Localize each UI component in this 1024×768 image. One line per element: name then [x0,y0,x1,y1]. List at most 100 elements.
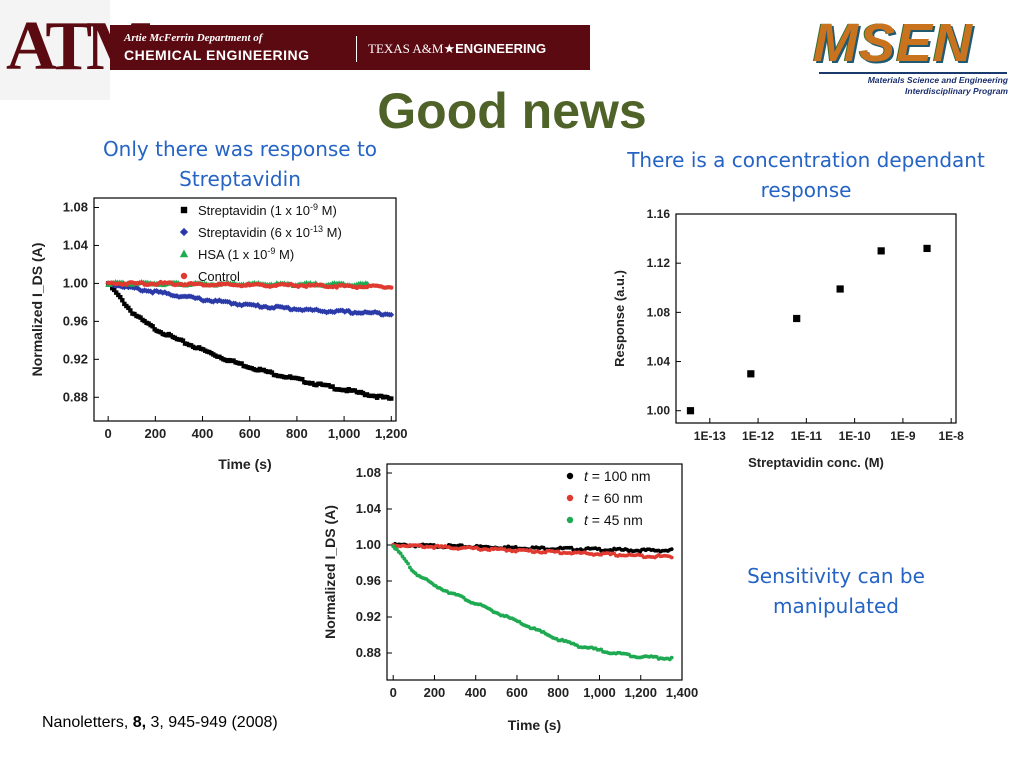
chart-thickness-time: 0 200 400 600 800 1,000 1,200 1,400 0.88 0.92 0.96… [322,463,699,733]
legend-label: HSA (1 x 10-9 M) [198,246,294,262]
legend-label: t = 100 nm [584,468,651,484]
y-tick-label: 1.00 [63,275,88,290]
data-point [376,310,383,316]
plot-frame [386,463,683,681]
data-point [198,296,205,303]
series-0 [686,244,931,415]
data-point [216,297,223,304]
msen-wordmark: MSEN [813,13,974,73]
citation-pages: 3, 945-949 (2008) [150,714,278,731]
citation-journal: Nanoletters, [42,714,129,731]
legend-marker [179,227,189,237]
x-tick-label: 1E-9 [890,429,916,443]
data-point [341,308,348,315]
data-point [196,294,203,301]
legend-marker [180,272,188,280]
data-point [297,306,304,313]
x-tick-label: 800 [286,426,308,441]
data-point [238,302,245,309]
legend-label: t = 60 nm [584,490,643,506]
legend-marker [179,249,189,258]
y-tick-label: 0.88 [356,645,381,660]
data-point [252,302,259,309]
legend-marker [180,206,188,214]
data-point [271,305,277,311]
legend-marker [566,494,574,502]
data-point [153,287,160,294]
x-tick-label: 1E-13 [694,429,726,443]
y-tick-label: 0.96 [63,313,88,328]
chart-streptavidin-time: 0 200 400 600 800 1,000 1,200 0.88 0.92 0.96 1.00 1… [29,197,408,472]
msen-subtitle-line2: Interdisciplinary Program [905,86,1008,96]
x-tick-label: 1,000 [328,426,361,441]
data-point [877,247,885,255]
data-point [263,303,269,310]
y-tick-label: 1.00 [647,404,671,418]
msen-rule [819,72,1007,74]
x-tick-label: 1E-12 [742,429,774,443]
data-point [669,655,674,660]
data-point [345,307,352,314]
data-point [747,370,755,378]
x-axis-label: Time (s) [218,456,271,472]
caption-left: Only there was response to Streptavidin [102,137,378,191]
data-point [398,551,403,556]
legend: t = 100 nm t = 60 nm t = 45 nm [566,468,651,528]
tamu-header: ATM Artie McFerrin Department of CHEMICA… [0,0,590,100]
data-point [135,285,142,292]
msen-logo: MSEN Materials Science and Engineering I… [809,15,1014,100]
y-tick-label: 1.04 [647,355,671,369]
y-tick-label: 0.96 [356,573,381,588]
series-1 [391,542,674,560]
x-axis-label: Streptavidin conc. (M) [748,455,884,470]
series-2 [391,544,674,662]
x-tick-label: 600 [239,426,261,441]
data-point [793,314,801,323]
data-point [388,311,395,318]
legend-marker [566,516,574,524]
engineering-text: ENGINEERING [455,41,547,56]
x-tick-label: 200 [424,685,446,700]
data-point [210,298,217,305]
data-point [232,300,239,307]
data-point [126,305,131,311]
x-tick-label: 1,400 [666,685,699,700]
x-tick-label: 800 [547,685,569,700]
data-point [349,310,356,317]
x-tick-label: 600 [506,685,528,700]
dept-banner [110,25,590,70]
x-tick-label: 400 [465,685,487,700]
data-point [190,294,196,300]
data-point [285,304,292,311]
texas-am-text: TEXAS A&M [368,41,444,56]
citation-volume: 8, [132,714,147,731]
y-tick-label: 1.04 [63,237,89,252]
x-tick-label: 0 [390,685,397,700]
y-tick-label: 1.08 [63,199,88,214]
legend: Streptavidin (1 x 10-9 M) Streptavidin (6… [179,202,342,284]
data-point [330,384,335,389]
texas-am-engineering: TEXAS A&M★ENGINEERING [368,41,546,57]
citation: Nanoletters, 8, 3, 945-949 (2008) [42,714,278,732]
legend-label: Streptavidin (1 x 10-9 M) [198,202,337,218]
data-point [407,565,412,570]
data-point [279,304,285,310]
data-point [300,377,305,382]
dept-name-line1: Artie McFerrin Department of [124,32,263,44]
data-point [128,308,133,313]
data-point [174,293,180,299]
data-point [360,310,366,316]
data-point [114,290,119,295]
data-point [254,301,261,308]
x-tick-label: 1,000 [583,685,616,700]
slide-title: Good news [377,83,647,139]
y-tick-label: 0.92 [356,609,381,624]
y-tick-label: 0.92 [63,351,88,366]
y-tick-label: 1.00 [356,537,381,552]
data-point [118,294,123,300]
x-tick-label: 0 [105,426,112,441]
star-icon: ★ [443,41,456,56]
data-point [147,288,154,295]
y-tick-label: 1.08 [356,465,381,480]
